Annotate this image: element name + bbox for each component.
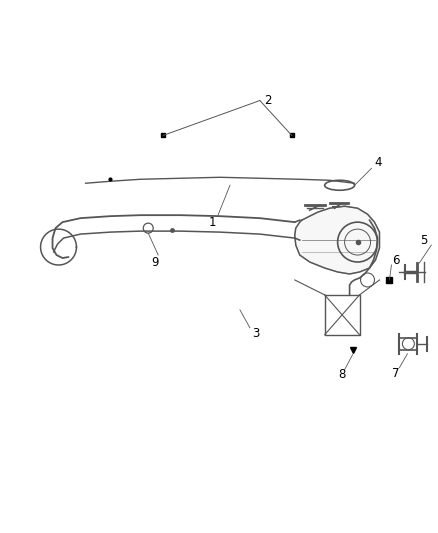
Text: 3: 3 (252, 327, 259, 340)
Text: 7: 7 (392, 367, 399, 380)
Text: 2: 2 (264, 94, 272, 107)
Text: 4: 4 (374, 156, 382, 169)
Text: 6: 6 (392, 254, 400, 266)
Text: 9: 9 (152, 255, 159, 269)
Text: 5: 5 (420, 233, 427, 247)
Text: 1: 1 (208, 216, 216, 229)
Polygon shape (295, 206, 379, 274)
Text: 8: 8 (338, 368, 345, 381)
